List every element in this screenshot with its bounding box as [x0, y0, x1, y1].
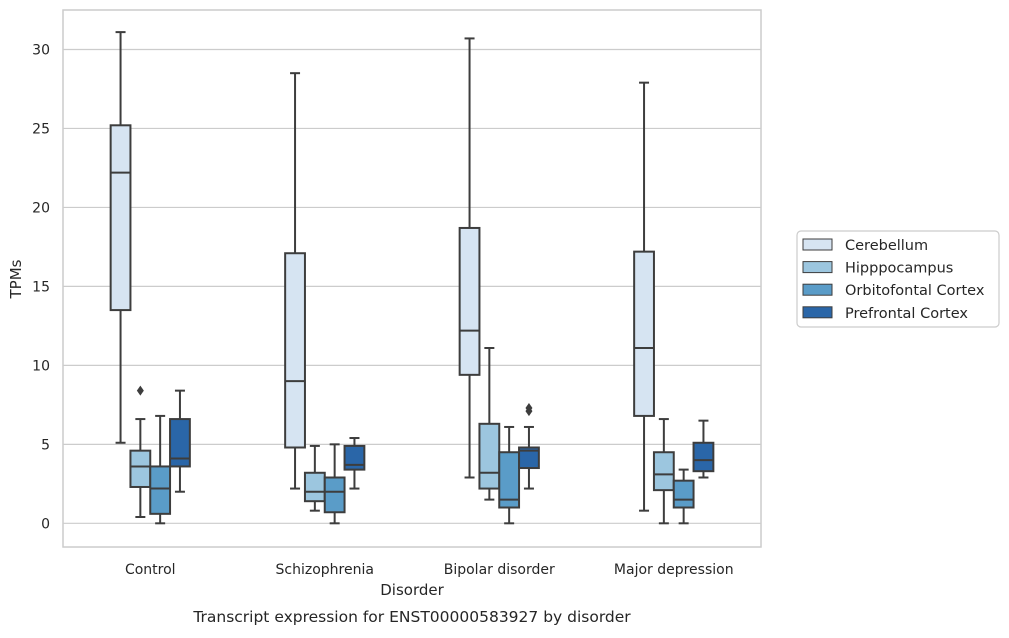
legend-frame	[796, 230, 1000, 328]
iqr-box	[652, 451, 675, 492]
y-tick-label: 5	[41, 437, 50, 453]
iqr-box	[633, 250, 655, 417]
y-tick-label: 25	[32, 121, 50, 137]
box-orbitofontal-cortex-2	[498, 425, 521, 525]
box-prefrontal-cortex-0	[169, 389, 191, 493]
legend-swatch	[802, 261, 833, 274]
box-hipppocampus-3	[652, 418, 675, 525]
legend: Cerebellum Hipppocampus Orbitofontal Corte…	[796, 230, 1000, 328]
x-tick-labels: Control Schizophrenia Bipolar disorder Majo…	[125, 562, 734, 578]
box-orbitofontal-cortex-3	[672, 468, 695, 525]
box-cerebellum-1	[284, 72, 306, 490]
iqr-box	[672, 479, 695, 509]
x-tick-label: Control	[125, 562, 176, 578]
legend-label: Cerebellum	[845, 238, 928, 254]
x-axis-label: Disorder	[380, 581, 444, 599]
iqr-box	[129, 449, 152, 488]
box-cerebellum-2	[458, 37, 481, 479]
legend-label: Prefrontal Cortex	[845, 306, 968, 322]
box-prefrontal-cortex-3	[692, 419, 715, 479]
outlier-marker	[525, 403, 533, 414]
y-axis-label: TPMs	[7, 259, 25, 299]
box-cerebellum-3	[633, 81, 655, 512]
iqr-box	[498, 451, 521, 509]
iqr-box	[478, 422, 501, 490]
legend-swatch	[802, 238, 833, 251]
iqr-box	[109, 124, 132, 312]
iqr-box	[458, 226, 481, 376]
legend-label: Hipppocampus	[845, 261, 953, 277]
plot-frame	[62, 9, 762, 548]
box-prefrontal-cortex-2	[518, 403, 540, 490]
iqr-box	[518, 446, 540, 470]
y-tick-label: 10	[32, 358, 50, 374]
iqr-box	[284, 252, 306, 449]
legend-label: Orbitofontal Cortex	[845, 283, 985, 299]
chart-caption: Transcript expression for ENST0000058392…	[192, 608, 631, 626]
box-hipppocampus-2	[478, 346, 501, 501]
iqr-box	[303, 471, 326, 503]
iqr-box	[169, 418, 191, 468]
x-tick-label: Major depression	[614, 562, 734, 578]
iqr-box	[343, 444, 366, 471]
iqr-box	[692, 441, 715, 473]
box-prefrontal-cortex-1	[343, 437, 366, 490]
box-orbitofontal-cortex-1	[323, 443, 346, 525]
box-hipppocampus-1	[303, 444, 326, 512]
iqr-box	[149, 465, 172, 515]
x-tick-label: Schizophrenia	[276, 562, 374, 578]
box-orbitofontal-cortex-0	[149, 414, 172, 525]
legend-swatch	[802, 283, 833, 296]
outlier-marker	[136, 385, 144, 396]
x-tick-label: Bipolar disorder	[444, 562, 555, 578]
boxes-layer	[109, 31, 715, 525]
y-tick-label: 30	[32, 42, 50, 58]
iqr-box	[323, 476, 346, 514]
y-tick-label: 20	[32, 200, 50, 216]
y-tick-label: 15	[32, 279, 50, 295]
box-cerebellum-0	[109, 31, 132, 444]
y-tick-labels: 0 5 10 15 20 25 30	[32, 42, 50, 532]
legend-swatch	[802, 306, 833, 319]
y-tick-label: 0	[41, 516, 50, 532]
box-hipppocampus-0	[129, 385, 152, 518]
